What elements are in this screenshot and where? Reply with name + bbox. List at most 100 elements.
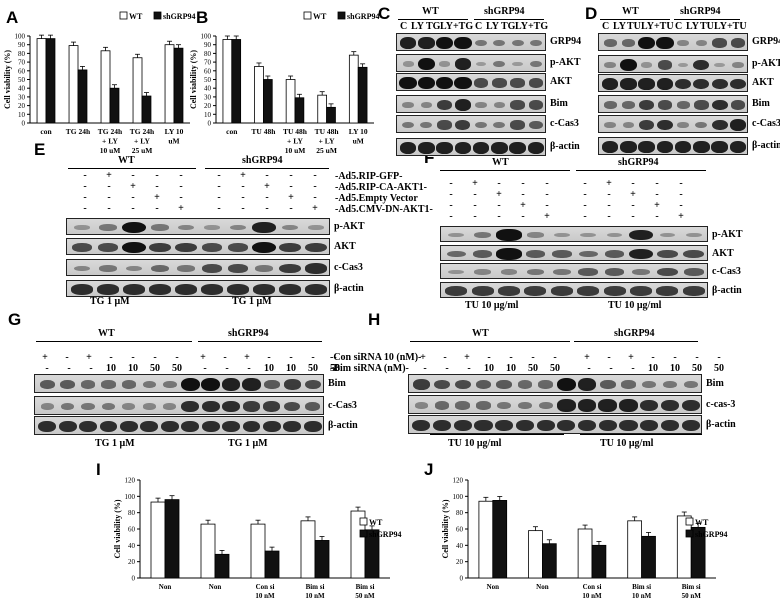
d-blot-band <box>603 39 617 47</box>
chart-j-bar <box>627 520 642 579</box>
h-sirna-mark: - <box>487 352 491 363</box>
chart-j-y-tick-label: 80 <box>456 509 464 517</box>
h-blot-band <box>412 419 431 432</box>
f-blot-band <box>578 268 599 276</box>
h-blot-band <box>662 380 677 389</box>
h-blot-band <box>557 419 576 432</box>
f-blot-band <box>656 267 678 277</box>
e-treatment-mark: + <box>106 170 112 181</box>
g-blot <box>34 374 324 393</box>
f-caption-wt: TU 10 μg/ml <box>465 300 519 311</box>
f-treatment-mark: - <box>497 211 501 222</box>
g-blot-band <box>263 420 281 433</box>
e-treatment-mark: - <box>217 181 221 192</box>
g-sirna-mark: 10 <box>264 363 274 374</box>
h-sirna-mark: - <box>631 363 635 374</box>
h-blot-band <box>455 401 471 410</box>
c-blot-band <box>455 119 471 131</box>
g-row-label: Bim <box>328 378 346 389</box>
h-blot-band <box>621 380 636 389</box>
d-blot-band <box>675 78 692 90</box>
e-blot-band <box>177 265 195 272</box>
g-sirna-mark: - <box>225 363 229 374</box>
g-sirna-mark: - <box>89 363 93 374</box>
g-blot-band <box>180 377 200 392</box>
c-lane-1: C <box>400 21 408 32</box>
d-blot-band <box>657 100 673 110</box>
h-wt-label: WT <box>472 328 489 339</box>
f-row-label: p-AKT <box>712 229 743 240</box>
h-sirna-mark: + <box>628 352 634 363</box>
f-blot-band <box>471 286 494 296</box>
c-blot-band <box>399 37 417 49</box>
e-treatment-mark: + <box>178 203 184 214</box>
g-sirna-mark: 10 <box>128 363 138 374</box>
g-sirna-mark: - <box>289 352 293 363</box>
chart-a-bar <box>68 45 79 124</box>
f-treatment-mark: + <box>654 200 660 211</box>
h-blot-band <box>600 379 616 389</box>
e-treat-2: -Ad5.RIP-CA-AKT1- <box>335 182 427 193</box>
e-treatment-mark: - <box>289 181 293 192</box>
d-blot-band <box>604 121 616 129</box>
g-sirna-mark: + <box>244 352 250 363</box>
chart-b-legend-label: shGRP94 <box>347 12 379 21</box>
h-blot-band <box>598 399 618 412</box>
f-treatment-mark: - <box>631 178 635 189</box>
h-blot-band <box>556 377 577 392</box>
chart-b-y-tick-label: 30 <box>204 93 212 101</box>
h-blot-band <box>433 379 451 390</box>
d-blot <box>598 74 748 92</box>
d-blot-band <box>639 99 655 111</box>
h-blot-band <box>640 419 659 432</box>
h-sirna-mark: 50 <box>692 363 702 374</box>
e-treatment-mark: - <box>131 192 135 203</box>
chart-j-y-tick-label: 100 <box>453 493 464 501</box>
chart-j-y-tick-label: 120 <box>453 477 464 485</box>
g-blot-band <box>221 378 241 391</box>
e-treatment-mark: - <box>313 192 317 203</box>
e-blot-band <box>99 224 117 231</box>
chart-j-legend-swatch <box>685 529 694 538</box>
chart-b-y-tick-label: 10 <box>204 111 212 119</box>
c-blot-band <box>417 57 436 71</box>
f-treatment-mark: + <box>630 189 636 200</box>
chart-a-bar <box>164 44 175 124</box>
e-blot-band <box>149 242 171 253</box>
d-blot <box>598 115 748 133</box>
chart-j-category-label: Con si 10 nM <box>582 583 602 600</box>
panel-letter-d: D <box>585 4 598 23</box>
f-treatment-mark: - <box>583 211 587 222</box>
h-sirna-mark: - <box>695 352 699 363</box>
g-sirna-mark: - <box>67 363 71 374</box>
e-blot-band <box>125 265 143 272</box>
h-blot-band <box>577 399 597 412</box>
e-row-label: p-AKT <box>334 221 365 232</box>
h-row-label: c-cas-3 <box>706 399 736 410</box>
c-row-label: β-actin <box>550 141 580 152</box>
d-blot <box>598 95 748 113</box>
c-lane-2: LY <box>411 21 424 32</box>
e-blot-band <box>281 224 299 231</box>
chart-j-bar <box>542 543 557 579</box>
chart-i-y-tick-label: 100 <box>125 493 136 501</box>
f-blot-band <box>527 232 544 238</box>
e-blot-band <box>251 241 277 254</box>
e-treatment-mark: + <box>240 170 246 181</box>
chart-b-y-label: Cell viability (%) <box>189 50 198 109</box>
f-blot-band <box>445 286 468 296</box>
f-treatment-mark: + <box>678 211 684 222</box>
chart-b-y-tick-label: 60 <box>204 67 212 75</box>
h-sirna-mark: - <box>445 363 449 374</box>
chart-b-bar <box>348 54 359 124</box>
g-row-label: β-actin <box>328 420 358 431</box>
d-lane-6: LY <box>686 21 699 32</box>
e-treatment-mark: - <box>179 170 183 181</box>
d-lane-8: LY+TU <box>714 21 747 32</box>
h-sirna-mark: + <box>420 352 426 363</box>
h-sirna-mark: + <box>464 352 470 363</box>
g-sirna-mark: - <box>109 352 113 363</box>
f-blot <box>440 282 708 298</box>
e-treat-1: -Ad5.RIP-GFP- <box>335 171 403 182</box>
g-blot-band <box>201 400 220 413</box>
